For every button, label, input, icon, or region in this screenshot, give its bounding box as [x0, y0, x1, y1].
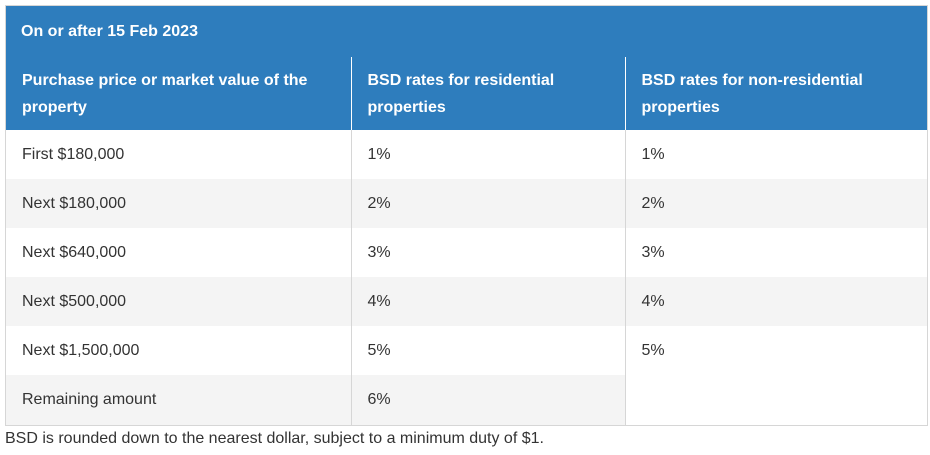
non-residential-rate: 5% [624, 326, 927, 375]
table-row: Next $500,000 4% 4% [6, 277, 927, 326]
bsd-rates-table: On or after 15 Feb 2023 Purchase price o… [6, 6, 927, 425]
table-head: On or after 15 Feb 2023 Purchase price o… [6, 6, 927, 130]
tier-label: First $180,000 [6, 130, 351, 179]
column-header-non-residential-rate: BSD rates for non-residential properties [624, 57, 927, 130]
residential-rate: 6% [350, 375, 625, 425]
table-row: Next $180,000 2% 2% [6, 179, 927, 228]
residential-rate: 3% [350, 228, 625, 277]
footnote: BSD is rounded down to the nearest dolla… [5, 430, 544, 447]
tier-label: Next $1,500,000 [6, 326, 351, 375]
tier-label: Next $180,000 [6, 179, 351, 228]
residential-rate: 2% [350, 179, 625, 228]
tier-label: Next $500,000 [6, 277, 351, 326]
residential-rate: 5% [350, 326, 625, 375]
residential-rate: 1% [350, 130, 625, 179]
tier-label: Remaining amount [6, 375, 351, 425]
table-row: Remaining amount 6% [6, 375, 927, 425]
column-header-residential-rate: BSD rates for residential properties [350, 57, 625, 130]
column-header-purchase-price: Purchase price or market value of the pr… [6, 57, 351, 130]
non-residential-rate: 2% [624, 179, 927, 228]
table-row: Next $1,500,000 5% 5% [6, 326, 927, 375]
table-body: First $180,000 1% 1% Next $180,000 2% 2%… [6, 130, 927, 425]
non-residential-rate: 1% [624, 130, 927, 179]
non-residential-rate: 4% [624, 277, 927, 326]
table-row: Next $640,000 3% 3% [6, 228, 927, 277]
bsd-rates-table-container: On or after 15 Feb 2023 Purchase price o… [5, 5, 928, 426]
non-residential-rate [624, 375, 927, 425]
table-row: First $180,000 1% 1% [6, 130, 927, 179]
residential-rate: 4% [350, 277, 625, 326]
table-caption-row: On or after 15 Feb 2023 [6, 6, 927, 57]
column-header-row: Purchase price or market value of the pr… [6, 57, 927, 130]
tier-label: Next $640,000 [6, 228, 351, 277]
table-caption: On or after 15 Feb 2023 [6, 6, 927, 57]
non-residential-rate: 3% [624, 228, 927, 277]
